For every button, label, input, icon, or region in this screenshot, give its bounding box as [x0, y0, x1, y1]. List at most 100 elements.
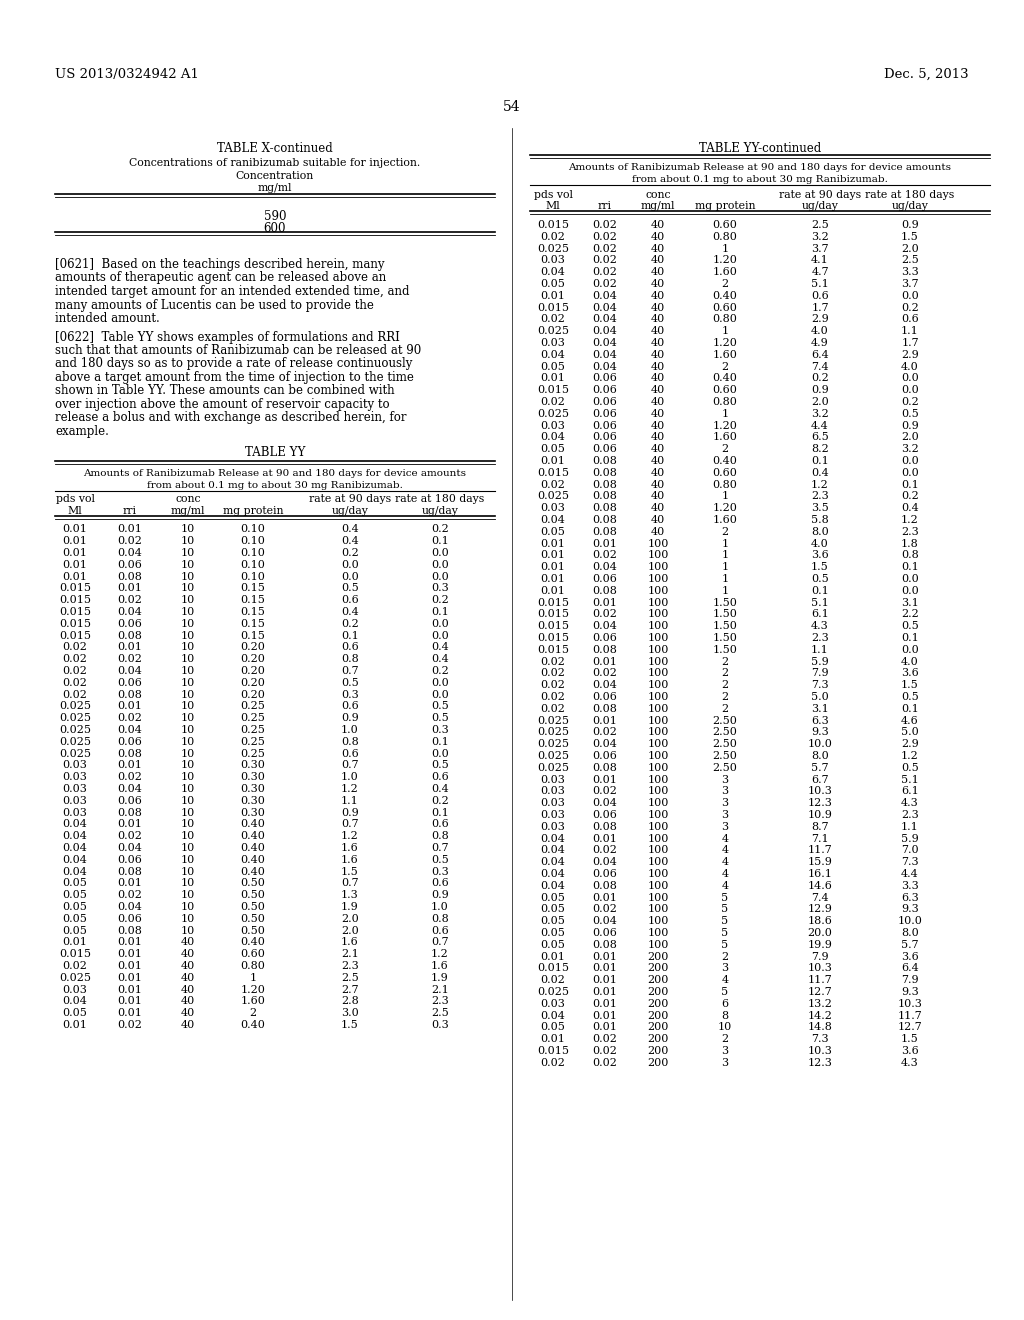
Text: above a target amount from the time of injection to the time: above a target amount from the time of i…: [55, 371, 414, 384]
Text: 0.01: 0.01: [541, 574, 565, 583]
Text: 6.3: 6.3: [901, 892, 919, 903]
Text: 0.03: 0.03: [541, 255, 565, 265]
Text: 0.025: 0.025: [537, 491, 569, 502]
Text: from about 0.1 mg to about 30 mg Ranibizumab.: from about 0.1 mg to about 30 mg Ranibiz…: [147, 480, 402, 490]
Text: 0.025: 0.025: [59, 973, 91, 983]
Text: 10: 10: [181, 689, 196, 700]
Text: 0.0: 0.0: [431, 748, 449, 759]
Text: 0.9: 0.9: [901, 421, 919, 430]
Text: 0.02: 0.02: [593, 244, 617, 253]
Text: 0.04: 0.04: [541, 834, 565, 843]
Text: 10: 10: [181, 913, 196, 924]
Text: 1.5: 1.5: [901, 232, 919, 242]
Text: 0.02: 0.02: [541, 232, 565, 242]
Text: 0.04: 0.04: [593, 326, 617, 337]
Text: 0.025: 0.025: [59, 737, 91, 747]
Text: 0.10: 0.10: [241, 560, 265, 570]
Text: 0.03: 0.03: [62, 985, 87, 995]
Text: 10: 10: [181, 678, 196, 688]
Text: 0.02: 0.02: [118, 713, 142, 723]
Text: 0.04: 0.04: [593, 680, 617, 690]
Text: 0.7: 0.7: [341, 820, 358, 829]
Text: 1.6: 1.6: [341, 843, 358, 853]
Text: 0.60: 0.60: [713, 385, 737, 395]
Text: 0.05: 0.05: [541, 928, 565, 939]
Text: 1.3: 1.3: [341, 890, 358, 900]
Text: 0.6: 0.6: [431, 820, 449, 829]
Text: 0.5: 0.5: [341, 678, 358, 688]
Text: 0.08: 0.08: [593, 467, 617, 478]
Text: 40: 40: [651, 338, 666, 348]
Text: 0.01: 0.01: [541, 1034, 565, 1044]
Text: 100: 100: [647, 622, 669, 631]
Text: mg protein: mg protein: [223, 506, 284, 516]
Text: 100: 100: [647, 869, 669, 879]
Text: 0.2: 0.2: [901, 491, 919, 502]
Text: 0.015: 0.015: [537, 385, 569, 395]
Text: 0.02: 0.02: [62, 689, 87, 700]
Text: 3.2: 3.2: [901, 445, 919, 454]
Text: 10: 10: [181, 595, 196, 606]
Text: 3: 3: [722, 787, 728, 796]
Text: 1.6: 1.6: [431, 961, 449, 972]
Text: 0.5: 0.5: [431, 701, 449, 711]
Text: 0.20: 0.20: [241, 643, 265, 652]
Text: 0.06: 0.06: [118, 855, 142, 865]
Text: 100: 100: [647, 644, 669, 655]
Text: 7.1: 7.1: [811, 834, 828, 843]
Text: 0.6: 0.6: [341, 595, 358, 606]
Text: 10: 10: [718, 1023, 732, 1032]
Text: 3.3: 3.3: [901, 267, 919, 277]
Text: 0.02: 0.02: [593, 220, 617, 230]
Text: conc: conc: [175, 495, 201, 504]
Text: 1.6: 1.6: [341, 937, 358, 948]
Text: 1.2: 1.2: [341, 832, 358, 841]
Text: 0.04: 0.04: [541, 880, 565, 891]
Text: 0.025: 0.025: [59, 748, 91, 759]
Text: 0.06: 0.06: [118, 678, 142, 688]
Text: 200: 200: [647, 1011, 669, 1020]
Text: 0.01: 0.01: [593, 1011, 617, 1020]
Text: 40: 40: [651, 220, 666, 230]
Text: 2: 2: [722, 362, 728, 372]
Text: 5: 5: [722, 916, 728, 927]
Text: 10: 10: [181, 820, 196, 829]
Text: 0.08: 0.08: [118, 572, 142, 582]
Text: 10: 10: [181, 536, 196, 546]
Text: 0.01: 0.01: [593, 834, 617, 843]
Text: 0.1: 0.1: [431, 737, 449, 747]
Text: 0.015: 0.015: [537, 1045, 569, 1056]
Text: 0.0: 0.0: [431, 572, 449, 582]
Text: 0.6: 0.6: [341, 748, 358, 759]
Text: 1.2: 1.2: [341, 784, 358, 795]
Text: 7.3: 7.3: [901, 857, 919, 867]
Text: 0.15: 0.15: [241, 619, 265, 628]
Text: 4.3: 4.3: [901, 799, 919, 808]
Text: 0.5: 0.5: [901, 409, 919, 418]
Text: 0.02: 0.02: [541, 1057, 565, 1068]
Text: 0.20: 0.20: [241, 689, 265, 700]
Text: 0.05: 0.05: [62, 879, 87, 888]
Text: 0.01: 0.01: [62, 524, 87, 535]
Text: ug/day: ug/day: [802, 201, 839, 211]
Text: 10: 10: [181, 902, 196, 912]
Text: 1.20: 1.20: [241, 985, 265, 995]
Text: conc: conc: [645, 190, 671, 201]
Text: 3.7: 3.7: [901, 279, 919, 289]
Text: 0.015: 0.015: [537, 302, 569, 313]
Text: 0.20: 0.20: [241, 655, 265, 664]
Text: 0.04: 0.04: [62, 832, 87, 841]
Text: 10: 10: [181, 772, 196, 783]
Text: 8.0: 8.0: [901, 928, 919, 939]
Text: 2.50: 2.50: [713, 715, 737, 726]
Text: 0.1: 0.1: [811, 586, 828, 595]
Text: 0.05: 0.05: [541, 362, 565, 372]
Text: 0.0: 0.0: [431, 678, 449, 688]
Text: 0.30: 0.30: [241, 760, 265, 771]
Text: 0.02: 0.02: [62, 678, 87, 688]
Text: 3: 3: [722, 810, 728, 820]
Text: 0.30: 0.30: [241, 796, 265, 807]
Text: 0.01: 0.01: [118, 949, 142, 960]
Text: 0.6: 0.6: [901, 314, 919, 325]
Text: 0.08: 0.08: [593, 880, 617, 891]
